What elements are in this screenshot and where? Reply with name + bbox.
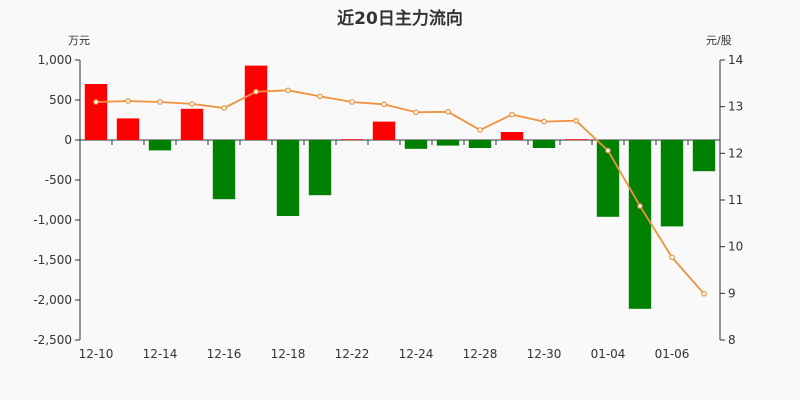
flow-bar (308, 140, 332, 196)
flow-bar (212, 140, 236, 200)
price-point (605, 147, 611, 154)
flow-bar (628, 140, 652, 309)
price-point (253, 88, 259, 95)
flow-bar (244, 65, 268, 140)
flow-bar (84, 84, 108, 140)
price-point (701, 290, 707, 297)
x-axis-tick-label: 12-14 (143, 347, 178, 361)
flow-bar (340, 139, 364, 140)
price-point (509, 111, 515, 118)
x-axis-tick-label: 12-28 (463, 347, 498, 361)
price-point (541, 118, 547, 125)
price-point (157, 99, 163, 105)
flow-bar (404, 140, 428, 149)
left-axis-tick-label: -500 (45, 173, 72, 187)
right-axis-tick-label: 13 (728, 100, 743, 114)
right-axis-tick-label: 8 (728, 333, 736, 347)
x-axis-tick-label: 12-10 (79, 347, 114, 361)
flow-bar (372, 121, 396, 140)
price-point (285, 87, 291, 94)
x-axis-tick-label: 12-18 (271, 347, 306, 361)
flow-bar (276, 140, 300, 216)
price-point (573, 117, 579, 124)
flow-bar (116, 118, 140, 140)
left-axis-tick-label: 1,000 (38, 53, 72, 67)
left-axis-tick-label: 500 (49, 93, 72, 107)
price-point (445, 109, 451, 115)
price-point (349, 99, 355, 105)
price-line (95, 89, 705, 295)
flow-bar (660, 140, 684, 227)
flow-bar (180, 108, 204, 140)
left-axis-tick-label: -1,500 (33, 253, 72, 267)
flow-bar (500, 132, 524, 140)
x-axis-tick-label: 12-22 (335, 347, 370, 361)
price-point (93, 99, 99, 105)
right-axis-tick-label: 9 (728, 286, 736, 300)
price-point (413, 109, 419, 116)
right-axis-tick-label: 14 (728, 53, 743, 67)
price-point (637, 203, 643, 209)
price-point (669, 254, 675, 261)
flow-bar (468, 140, 492, 148)
flow-bar (148, 140, 172, 151)
price-point (189, 101, 195, 107)
flow-bar (436, 140, 460, 146)
right-axis-tick-label: 10 (728, 240, 743, 254)
price-point (125, 98, 131, 104)
flow-bar (564, 139, 588, 140)
x-axis-tick-label: 01-06 (655, 347, 690, 361)
left-axis-tick-label: -1,000 (33, 213, 72, 227)
chart-title: 近20日主力流向 (337, 9, 463, 29)
left-axis-tick-label: -2,500 (33, 333, 72, 347)
price-point (381, 101, 387, 108)
right-axis-tick-label: 12 (728, 146, 743, 160)
x-axis-tick-label: 01-04 (591, 347, 626, 361)
x-axis-tick-label: 12-16 (207, 347, 242, 361)
right-axis-unit: 元/股 (706, 34, 732, 47)
x-axis-tick-label: 12-30 (527, 347, 562, 361)
x-axis-tick-label: 12-24 (399, 347, 434, 361)
left-axis-tick-label: -2,000 (33, 293, 72, 307)
price-point (221, 105, 227, 111)
flow-bar (532, 140, 556, 148)
flow-bar (692, 140, 716, 172)
left-axis-unit: 万元 (68, 34, 90, 47)
right-axis-tick-label: 11 (728, 193, 743, 207)
price-point (477, 127, 483, 133)
price-point (317, 93, 323, 100)
left-axis-tick-label: 0 (64, 133, 72, 147)
